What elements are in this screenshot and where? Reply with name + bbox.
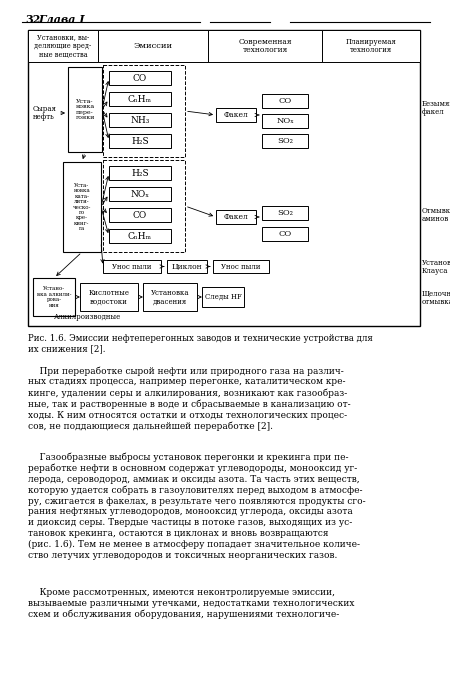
Text: Отмывка
аминов: Отмывка аминов <box>422 207 450 223</box>
Text: Следы HF: Следы HF <box>205 293 241 301</box>
Text: Алкилроизводные: Алкилроизводные <box>54 313 121 321</box>
Text: SO₂: SO₂ <box>277 137 293 145</box>
Bar <box>216 210 256 224</box>
Text: NH₃: NH₃ <box>130 115 150 124</box>
Text: CO: CO <box>133 211 147 220</box>
Text: Кислотные
водостоки: Кислотные водостоки <box>89 289 130 305</box>
Text: При переработке сырой нефти или природного газа на различ-
ных стадиях процесса,: При переработке сырой нефти или природно… <box>28 366 351 431</box>
Text: Эмиссии: Эмиссии <box>134 42 172 50</box>
Bar <box>63 162 101 252</box>
Text: Устано-
вка алкили-
рова-
ния: Устано- вка алкили- рова- ния <box>37 286 71 307</box>
Bar <box>103 160 185 252</box>
Bar <box>143 283 197 311</box>
Bar <box>109 92 171 106</box>
Text: Установки, вы-
деляющие вред-
ные вещества: Установки, вы- деляющие вред- ные вещест… <box>34 33 92 59</box>
Bar <box>103 65 185 157</box>
Text: Установка
Клауса: Установка Клауса <box>422 258 450 275</box>
Text: Глава I: Глава I <box>38 14 85 25</box>
Bar <box>109 113 171 127</box>
Bar <box>262 114 308 128</box>
Bar <box>80 283 138 311</box>
Text: Уста-
новка
пере-
гонки: Уста- новка пере- гонки <box>75 99 94 120</box>
Text: Циклон: Циклон <box>172 263 202 270</box>
Text: NOₓ: NOₓ <box>276 117 294 125</box>
Bar <box>28 30 98 62</box>
Text: SO₂: SO₂ <box>277 209 293 217</box>
Bar <box>262 206 308 220</box>
Text: Факел: Факел <box>224 213 248 221</box>
Text: Безымянный
факел: Безымянный факел <box>422 100 450 116</box>
Text: CO: CO <box>279 97 292 105</box>
Bar <box>109 134 171 148</box>
Text: Факел: Факел <box>224 111 248 119</box>
Text: Унос пыли: Унос пыли <box>221 263 261 270</box>
Text: Газообразные выбросы установок перегонки и крекинга при пе-
реработке нефти в ос: Газообразные выбросы установок перегонки… <box>28 452 365 560</box>
Bar <box>216 108 256 122</box>
Text: 32: 32 <box>25 14 40 25</box>
Bar <box>33 278 75 316</box>
Text: CO: CO <box>279 230 292 238</box>
Text: CO: CO <box>133 73 147 82</box>
Bar <box>322 30 420 62</box>
Bar <box>109 208 171 222</box>
Text: NOₓ: NOₓ <box>130 189 149 198</box>
Bar <box>109 71 171 85</box>
Bar <box>262 134 308 148</box>
Bar <box>213 260 269 273</box>
Text: Кроме рассмотренных, имеются неконтролируемые эмиссии,
вызываемые различными уте: Кроме рассмотренных, имеются неконтролир… <box>28 588 355 619</box>
Bar <box>208 30 322 62</box>
Text: Щелочная
отмывка: Щелочная отмывка <box>422 290 450 306</box>
Text: H₂S: H₂S <box>131 137 149 146</box>
Bar <box>262 94 308 108</box>
Text: Современная
технология: Современная технология <box>238 38 292 55</box>
Bar <box>167 260 207 273</box>
Bar <box>262 227 308 241</box>
Text: Рис. 1.6. Эмиссии нефтеперегонных заводов и технические устройства для
их снижен: Рис. 1.6. Эмиссии нефтеперегонных заводо… <box>28 334 373 353</box>
Text: Унос пыли: Унос пыли <box>112 263 152 270</box>
Bar <box>202 287 244 307</box>
Text: Уста-
новка
ката-
лити-
ческо-
го
кре-
кинг-
га: Уста- новка ката- лити- ческо- го кре- к… <box>73 183 91 231</box>
Text: Установка
двасения: Установка двасения <box>151 289 189 305</box>
Bar <box>98 30 208 62</box>
Text: H₂S: H₂S <box>131 169 149 178</box>
Bar <box>103 260 161 273</box>
Bar <box>109 166 171 180</box>
Bar <box>28 30 420 326</box>
Bar <box>109 187 171 201</box>
Bar <box>68 67 102 152</box>
Text: Сырая
нефть: Сырая нефть <box>33 105 57 122</box>
Text: CₙHₘ: CₙHₘ <box>128 95 152 104</box>
Bar <box>109 229 171 243</box>
Text: Планируемая
технология: Планируемая технология <box>346 38 396 55</box>
Text: CₙHₘ: CₙHₘ <box>128 231 152 240</box>
